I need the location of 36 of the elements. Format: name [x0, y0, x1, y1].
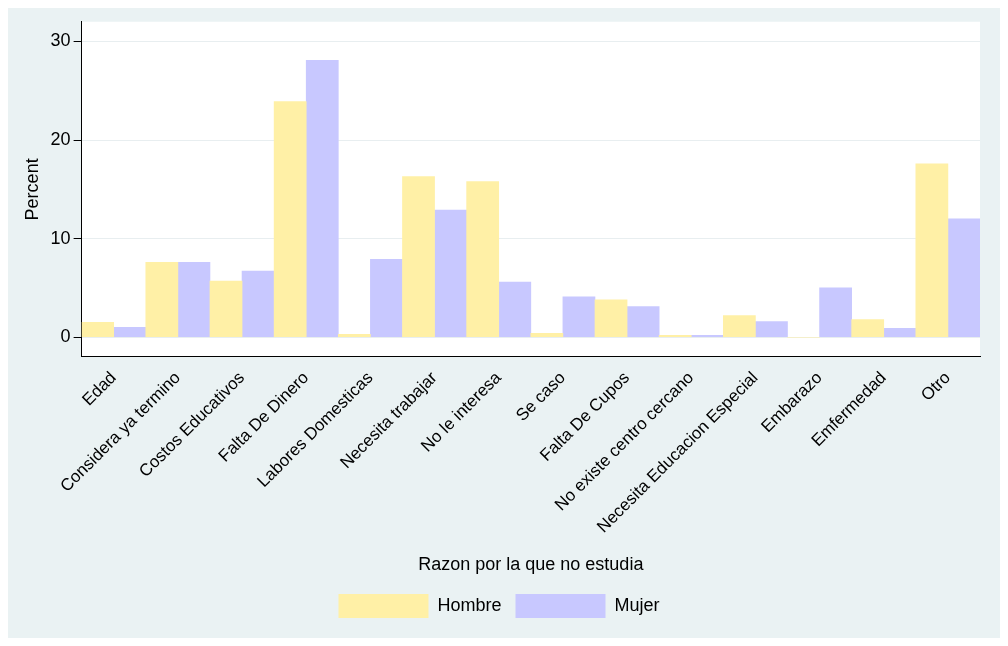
y-tick-label: 30	[50, 30, 71, 51]
bar	[305, 59, 339, 338]
bar	[81, 322, 115, 338]
bar	[145, 261, 179, 338]
bar	[947, 218, 980, 338]
bar	[177, 261, 211, 338]
bar	[209, 280, 243, 338]
y-tick-label: 10	[50, 227, 71, 248]
bar	[498, 281, 532, 338]
bar	[466, 181, 500, 338]
y-tick-label: 0	[60, 326, 71, 347]
x-tick-label: Otro	[917, 367, 955, 405]
bar	[113, 327, 147, 338]
bar	[562, 296, 596, 338]
x-axis-title: Razon por la que no estudia	[418, 554, 645, 575]
bar	[883, 328, 917, 338]
x-tick-label: Se caso	[512, 367, 570, 425]
bar	[626, 306, 660, 338]
bar	[337, 333, 371, 338]
legend-label: Mujer	[614, 594, 660, 615]
bar	[755, 321, 788, 338]
bar	[722, 315, 756, 338]
bar	[402, 176, 435, 338]
bar	[530, 332, 564, 338]
bar	[658, 334, 692, 338]
y-tick-label: 20	[50, 129, 71, 150]
bar	[370, 259, 403, 338]
bar	[273, 101, 307, 338]
bar	[594, 299, 628, 338]
bar	[819, 287, 852, 338]
bar	[241, 270, 275, 338]
bar	[915, 163, 949, 338]
y-axis-title: Percent	[21, 158, 42, 221]
legend-label: Hombre	[437, 594, 502, 615]
bar	[851, 319, 885, 338]
bar	[434, 209, 467, 338]
